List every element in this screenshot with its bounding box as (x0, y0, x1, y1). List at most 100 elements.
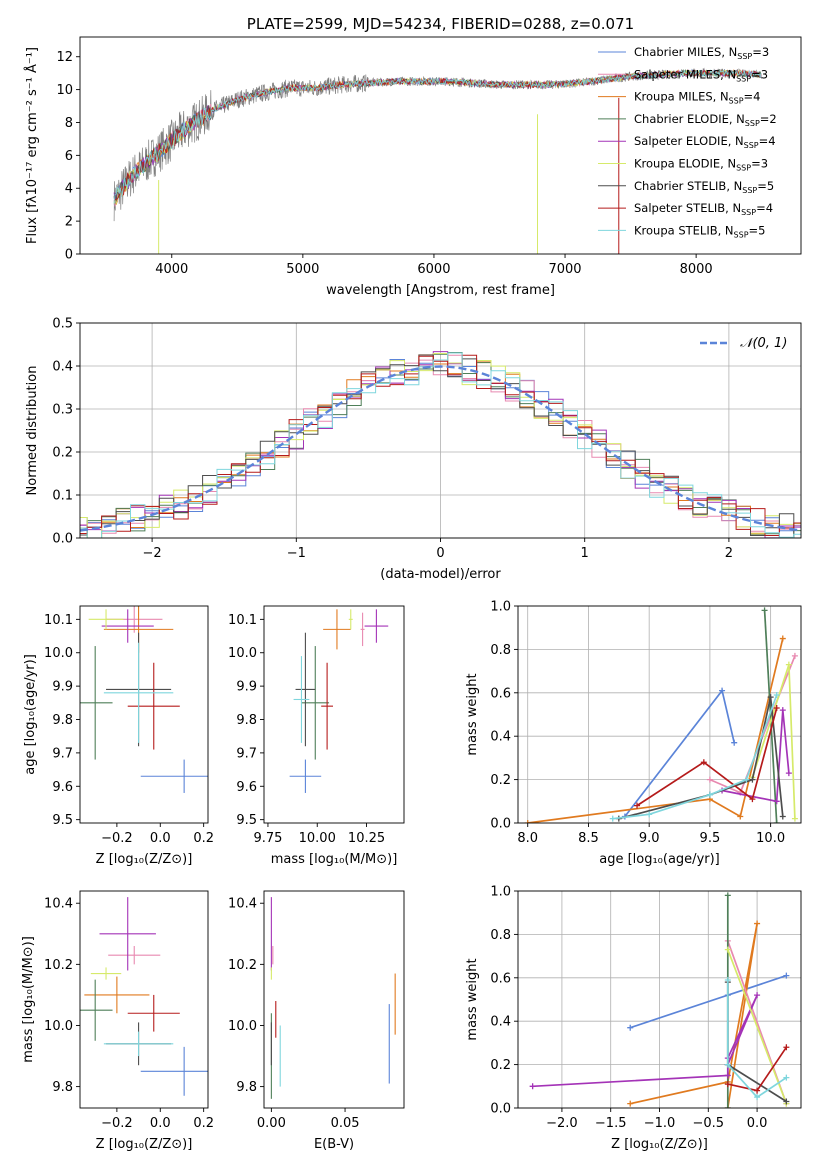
legend-text: Chabrier MILES, N (634, 45, 737, 59)
weight_vs_age-xtick-label: 9.0 (639, 831, 660, 846)
weight-line-chabrier_elodie (763, 610, 778, 823)
mass_vs_z-xtick-label: 0.2 (193, 1116, 214, 1131)
histogram-kroupa_stelib (80, 352, 801, 538)
age_vs_z-ytick-label: 9.6 (52, 780, 73, 795)
age_vs_z-ytick-label: 10.1 (44, 613, 73, 628)
weight_vs_z-ytick-label: 0.2 (490, 1058, 511, 1073)
mass_vs_z-ytick-label: 10.2 (44, 958, 73, 973)
weight-marker-salpeter_stelib (783, 1044, 790, 1051)
mass_vs_z-xlabel: Z [log₁₀(Z/Z⊙)] (96, 1137, 193, 1152)
legend-text: Kroupa ELODIE, N (634, 157, 736, 171)
residuals-panel: −2 −1 0 1 2 0.0 0.1 0.2 0.3 0.4 0.5 (data-model)/er… (25, 317, 802, 582)
weight-marker-kroupa_stelib (783, 1074, 790, 1081)
spectrum-xtick-label: 6000 (417, 262, 450, 277)
residuals-xtick-label: 1 (581, 546, 589, 561)
spectrum-plot-area (113, 67, 762, 254)
residuals-ytick-label: 0.0 (52, 532, 73, 547)
legend-suffix: =4 (744, 90, 761, 104)
weight-marker-chabrier_elodie (724, 892, 731, 899)
weight-marker-kroupa_stelib (773, 691, 780, 698)
legend-label-chabrier_stelib: Chabrier STELIB, NSSP=5 (634, 179, 774, 195)
spectrum-title: PLATE=2599, MJD=54234, FIBERID=0288, z=0… (247, 15, 634, 33)
weight-marker-salpeter_stelib (700, 759, 707, 766)
weight-marker-chabrier_stelib (767, 694, 774, 701)
age_vs_mass-ytick-label: 10.0 (228, 646, 257, 661)
residuals-ytick-label: 0.1 (52, 489, 73, 504)
legend-label-kroupa_elodie: Kroupa ELODIE, NSSP=3 (634, 157, 768, 173)
weight-marker-salpeter_stelib (634, 802, 641, 809)
mass_vs_z-ytick-label: 9.8 (52, 1080, 73, 1095)
legend-subscript: SSP (745, 119, 760, 128)
legend-text: Chabrier STELIB, N (634, 179, 742, 193)
weight-marker-chabrier_miles (731, 739, 738, 746)
age_vs_z-ylabel: age [log₁₀(age/yr)] (23, 654, 38, 775)
weight_vs_age-ylabel: mass weight (465, 673, 480, 755)
weight-marker-kroupa_elodie (724, 946, 731, 953)
weight-marker-kroupa_miles (627, 1100, 634, 1107)
residuals-ylabel: Normed distribution (25, 366, 40, 496)
age_vs_mass-xtick-label: 10.25 (348, 831, 385, 846)
spectrum-xtick-label: 7000 (548, 262, 581, 277)
weight-marker-kroupa_miles (754, 920, 761, 927)
age_vs_mass-ytick-label: 9.9 (236, 680, 257, 695)
mass_vs_z-panel: −0.2 0.0 0.2 9.8 10.0 10.2 10.4 Z [log₁₀(Z/Z⊙)]… (21, 890, 214, 1152)
weight-marker-salpeter_elodie (773, 798, 780, 805)
weight_vs_age-xlabel: age [log₁₀(age/yr)] (599, 852, 720, 867)
weight-marker-chabrier_stelib (779, 813, 786, 820)
spectrum-xtick-label: 4000 (155, 262, 188, 277)
weight-marker-salpeter_stelib (749, 796, 756, 803)
weight-line-kroupa_stelib (726, 980, 787, 1099)
weight_vs_age-xtick-label: 9.5 (700, 831, 721, 846)
weight-marker-salpeter_elodie (529, 1083, 536, 1090)
histogram-salpeter_elodie (80, 351, 801, 538)
residuals-xtick-label: 2 (725, 546, 733, 561)
age_vs_z-ytick-label: 10.0 (44, 646, 73, 661)
weight_vs_z-xtick-label: −2.0 (546, 1116, 578, 1131)
weight-marker-chabrier_elodie (761, 607, 768, 614)
legend-suffix: =3 (752, 45, 769, 59)
age_vs_mass-xlabel: mass [log₁₀(M/M⊙)] (271, 852, 398, 867)
weight-marker-kroupa_stelib (754, 1094, 761, 1101)
weight-marker-chabrier_elodie (773, 820, 780, 823)
legend-subscript: SSP (744, 141, 759, 150)
weight-marker-salpeter_elodie (779, 707, 786, 714)
histogram-kroupa_elodie (80, 353, 801, 538)
weight-marker-salpeter_miles (706, 776, 713, 783)
residuals-ytick-label: 0.5 (52, 317, 73, 332)
residuals-xtick-label: −1 (287, 546, 306, 561)
legend-label-salpeter_miles: Salpeter MILES, NSSP=3 (634, 67, 768, 83)
weight_vs_z-xtick-label: 0.0 (747, 1116, 768, 1131)
age_vs_mass-ytick-label: 10.1 (228, 613, 257, 628)
weight_vs_z-plot-area (529, 892, 790, 1108)
legend-subscript: SSP (737, 52, 752, 61)
age_vs_mass-panel: 9.75 10.00 10.25 9.5 9.6 9.7 9.8 9.9 10.0 10.1 mas… (228, 605, 405, 867)
legend-suffix: =5 (757, 179, 774, 193)
mass_vs_z-ytick-label: 10.0 (44, 1019, 73, 1034)
mass_vs_z-xtick-label: 0.0 (150, 1116, 171, 1131)
legend-text: Kroupa MILES, N (634, 90, 729, 104)
residuals-plot-area (80, 351, 801, 538)
weight_vs_z-ylabel: mass weight (465, 958, 480, 1040)
weight-marker-kroupa_miles (737, 813, 744, 820)
weight_vs_z-xtick-label: −1.5 (595, 1116, 627, 1131)
weight_vs_z-xlabel: Z [log₁₀(Z/Z⊙)] (611, 1137, 708, 1152)
age_vs_mass-ytick-label: 9.7 (236, 746, 257, 761)
histogram-salpeter_miles (80, 354, 801, 534)
weight_vs_z-ytick-label: 0.4 (490, 1015, 511, 1030)
weight-marker-kroupa_stelib (646, 811, 653, 818)
weight-marker-kroupa_miles (779, 635, 786, 642)
weight-marker-salpeter_elodie (724, 1072, 731, 1079)
residuals-xtick-label: 0 (436, 546, 444, 561)
weight_vs_age-xtick-label: 8.5 (578, 831, 599, 846)
spectrum-ytick-label: 4 (65, 182, 73, 197)
spectrum-panel: 4000 5000 6000 7000 8000 0 2 4 6 8 10 12 wavelength … (24, 36, 802, 298)
mass_vs_z-frame (79, 890, 209, 1109)
spectrum-ytick-label: 12 (56, 50, 73, 65)
age_vs_z-xtick-label: 0.0 (150, 831, 171, 846)
weight-marker-chabrier_stelib (783, 1098, 790, 1105)
mass_vs_ebv-ytick-label: 10.2 (228, 958, 257, 973)
spectrum-ylabel: Flux [fλ10⁻¹⁷ erg cm⁻² s⁻¹ Å⁻¹] (24, 47, 40, 244)
legend-subscript: SSP (729, 97, 744, 106)
legend-suffix: =3 (751, 67, 768, 81)
spectrum-xtick-label: 8000 (680, 262, 713, 277)
